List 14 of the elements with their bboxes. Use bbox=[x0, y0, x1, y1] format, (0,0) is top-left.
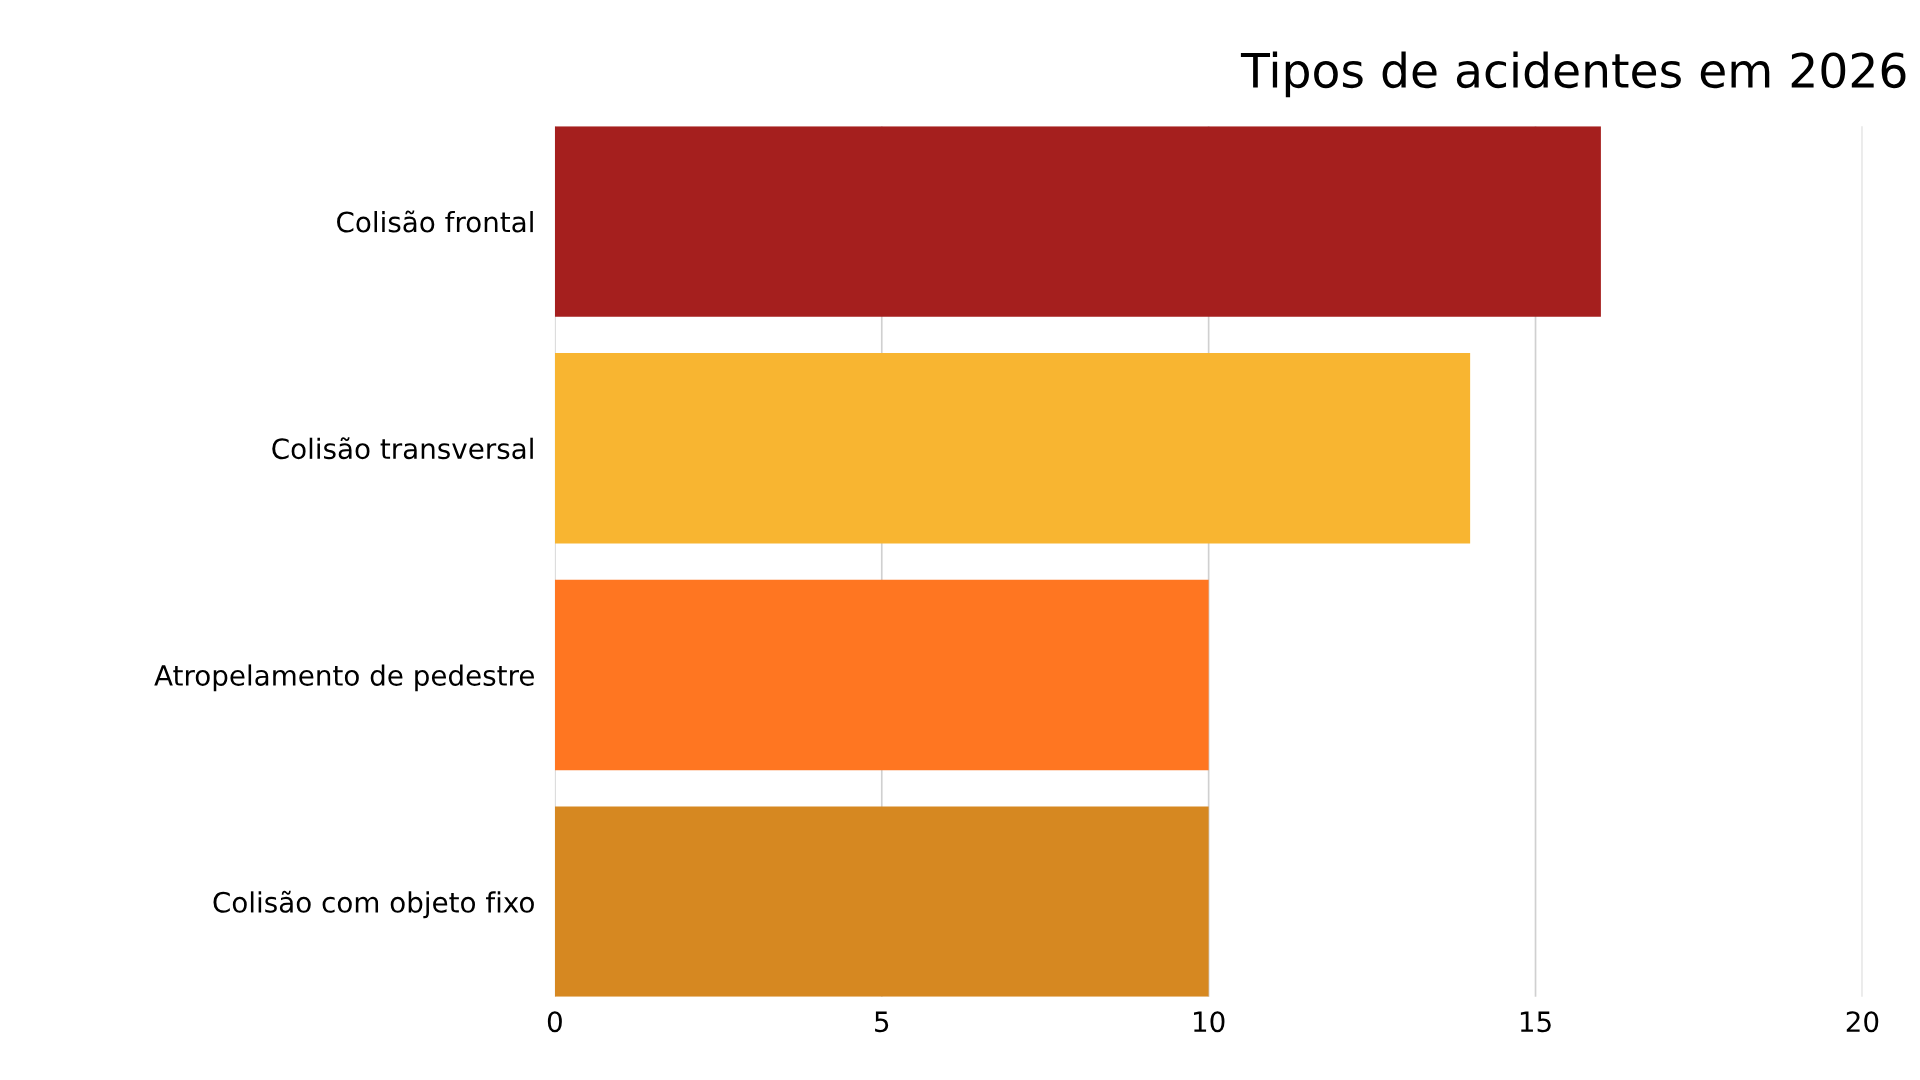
bar bbox=[554, 579, 1209, 771]
bar bbox=[554, 126, 1601, 317]
y-tick-label: Colisão transversal bbox=[272, 437, 533, 460]
x-tick-label: 10 bbox=[1194, 1011, 1225, 1033]
y-tick-label: Atropelamento de pedestre bbox=[154, 664, 534, 692]
y-tick-label: Colisão frontal bbox=[337, 210, 533, 233]
y-tick-label: Colisão com objeto fixo bbox=[213, 890, 534, 919]
bar bbox=[554, 806, 1209, 997]
x-tick-label: 5 bbox=[875, 1011, 889, 1033]
bar bbox=[554, 353, 1471, 544]
x-tick-label: 20 bbox=[1846, 1011, 1879, 1033]
chart-title: Tipos de acidentes em 2026 bbox=[1240, 51, 1906, 98]
x-tick-label: 15 bbox=[1520, 1011, 1551, 1033]
x-tick-label: 0 bbox=[547, 1011, 562, 1033]
